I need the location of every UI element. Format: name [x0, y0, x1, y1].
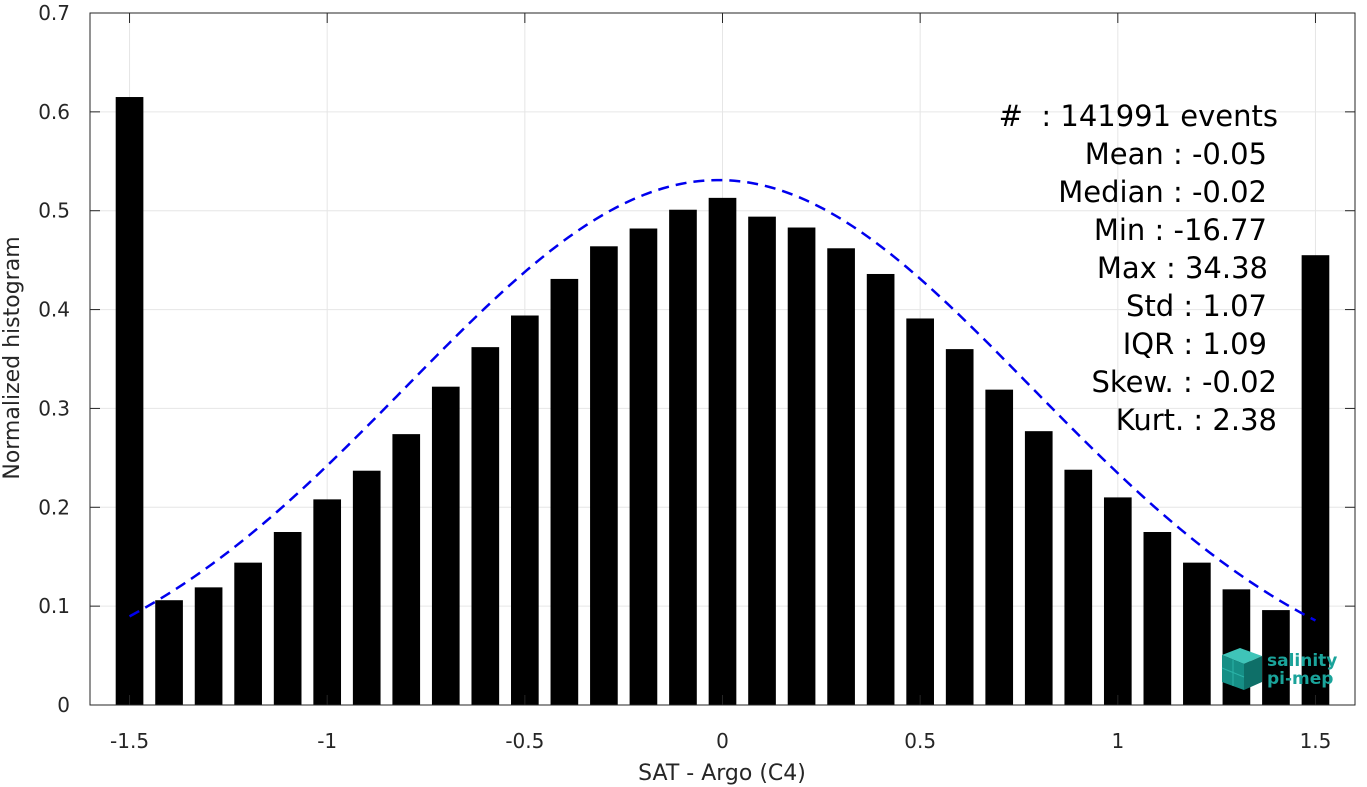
y-tick-label: 0.6	[38, 100, 70, 124]
y-tick-label: 0.1	[38, 594, 70, 618]
logo-text-pi-mep: pi-mep	[1267, 669, 1333, 689]
x-tick-label: 0.5	[904, 729, 936, 753]
histogram-bar	[392, 434, 421, 705]
x-axis-label: SAT - Argo (C4)	[638, 761, 806, 786]
logo-cube-icon	[1221, 648, 1262, 690]
x-tick-label: 0	[716, 729, 729, 753]
histogram-bar	[629, 228, 658, 705]
histogram-bar	[748, 216, 776, 705]
y-tick-label: 0.3	[38, 396, 70, 420]
y-axis-label: Normalized histogram	[0, 236, 25, 479]
stat-kurt: Kurt. : 2.38	[1116, 403, 1277, 437]
histogram-bar	[273, 532, 302, 705]
logo-text-salinity: salinity	[1267, 651, 1337, 671]
y-tick-labels: 0 0.1 0.2 0.3 0.4 0.5 0.6 0.7	[38, 1, 70, 717]
salinity-pi-mep-logo: salinity pi-mep	[1221, 648, 1337, 690]
x-tick-label: 1.5	[1300, 729, 1332, 753]
histogram-bar	[1262, 610, 1290, 705]
histogram-bar	[115, 97, 144, 706]
histogram-bar	[1024, 431, 1053, 705]
histogram-bar	[590, 246, 618, 705]
stat-iqr: IQR : 1.09	[1123, 327, 1267, 361]
histogram-bar	[787, 227, 816, 705]
axis-ticks	[90, 12, 1355, 706]
histogram-bar	[708, 197, 737, 705]
stat-events: # : 141991 events	[999, 99, 1278, 133]
stat-max: Max : 34.38	[1097, 251, 1268, 285]
histogram-bar	[550, 278, 579, 705]
stat-min: Min : -16.77	[1094, 213, 1267, 247]
y-tick-label: 0.4	[38, 298, 70, 322]
histogram-bar	[1183, 562, 1211, 705]
histogram-bar	[431, 386, 460, 705]
histogram-bar	[866, 273, 895, 705]
histogram-bar	[1143, 532, 1172, 705]
x-tick-label: -1.5	[110, 729, 149, 753]
y-tick-label: 0	[57, 693, 70, 717]
histogram-bar	[669, 209, 697, 705]
histogram-bar	[194, 587, 223, 705]
histogram-bar	[985, 389, 1014, 705]
stat-skew: Skew. : -0.02	[1091, 365, 1277, 399]
y-tick-label: 0.5	[38, 199, 70, 223]
x-tick-label: 1	[1111, 729, 1124, 753]
histogram-bar	[1064, 469, 1093, 705]
x-tick-labels: -1.5 -1 -0.5 0 0.5 1 1.5	[110, 729, 1331, 753]
histogram-bar	[1301, 255, 1330, 705]
y-tick-label: 0.7	[38, 1, 70, 25]
histogram-bar	[945, 349, 974, 705]
histogram-bar	[155, 600, 183, 705]
stat-std: Std : 1.07	[1126, 289, 1267, 323]
y-tick-label: 0.2	[38, 495, 70, 519]
histogram-bar	[234, 562, 262, 705]
histogram-bar	[471, 347, 500, 705]
stat-mean: Mean : -0.05	[1085, 137, 1267, 171]
histogram-bar	[1103, 497, 1132, 705]
histogram-bar	[313, 499, 342, 705]
x-tick-label: -0.5	[505, 729, 544, 753]
histogram-bar	[906, 318, 934, 705]
histogram-bar	[352, 470, 381, 705]
gaussian-fit-curve	[128, 178, 1317, 622]
histogram-bar	[827, 248, 855, 705]
histogram-bar	[511, 315, 539, 705]
stat-median: Median : -0.02	[1058, 175, 1267, 209]
histogram-bars	[115, 97, 1330, 706]
x-tick-label: -1	[317, 729, 337, 753]
statistics-annotation: # : 141991 events Mean : -0.05 Median : …	[999, 99, 1278, 437]
